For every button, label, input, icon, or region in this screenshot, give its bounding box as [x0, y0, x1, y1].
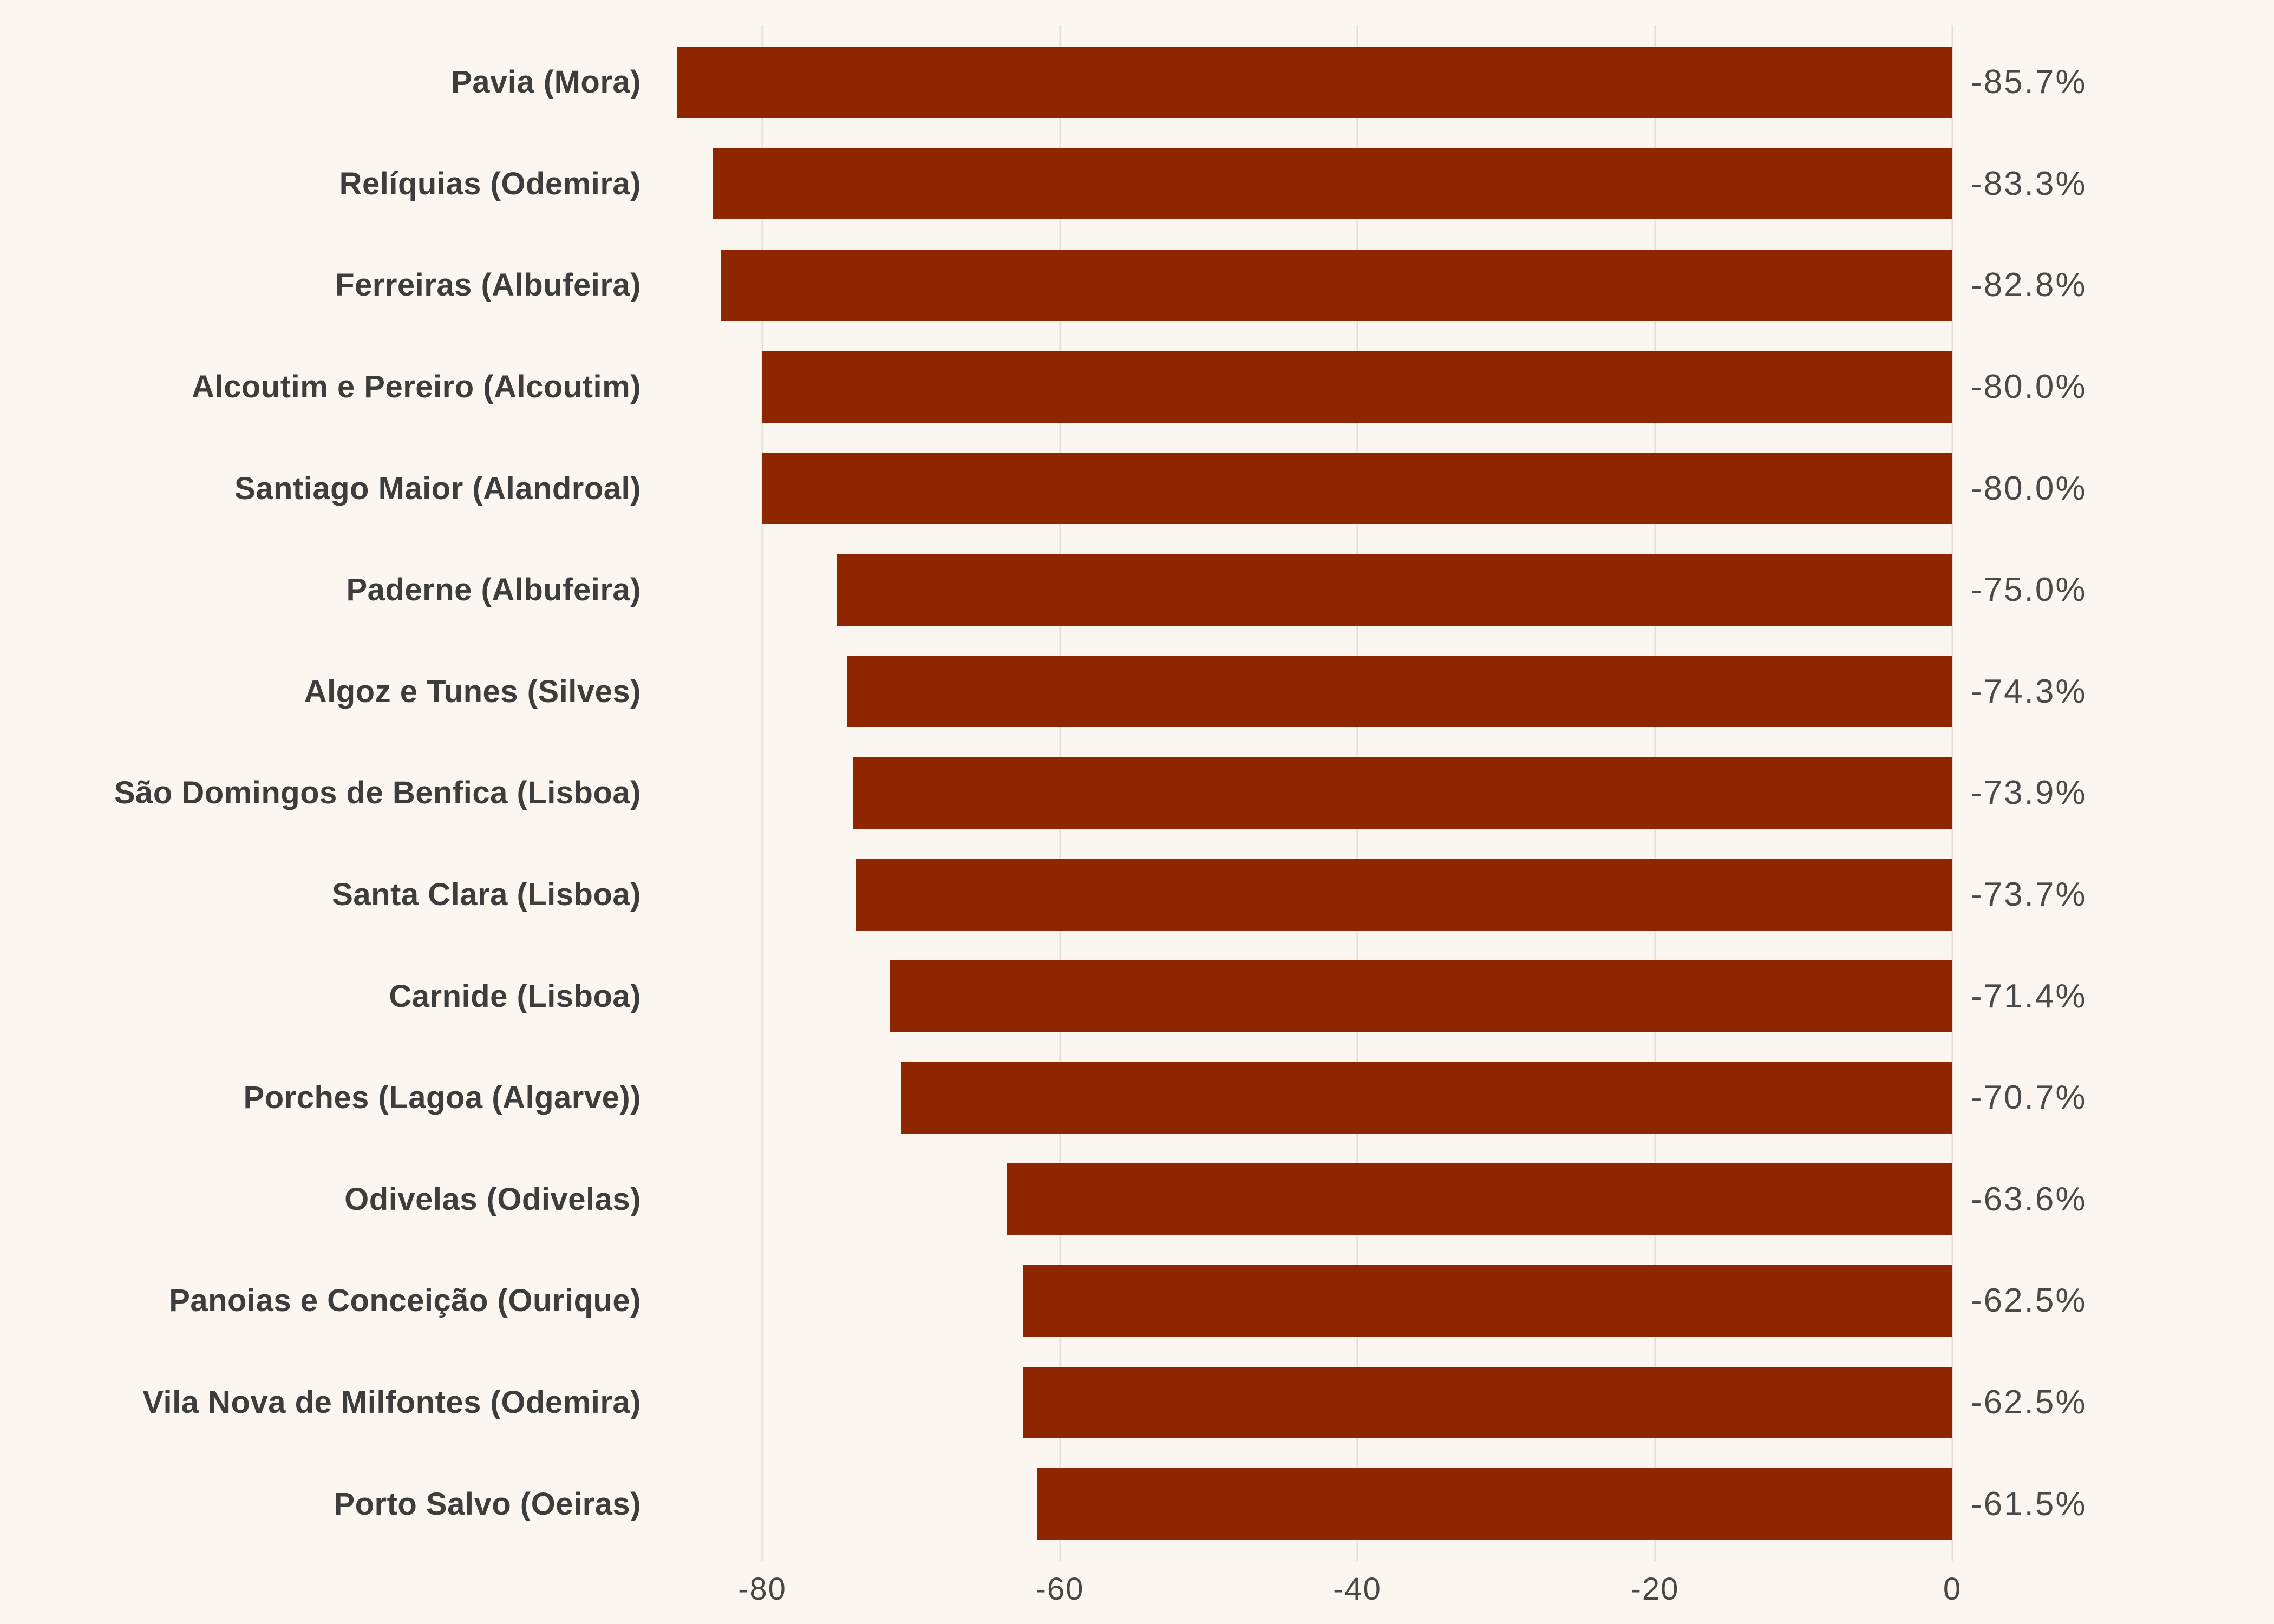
bar-track: [650, 234, 1952, 336]
chart-row: Odivelas (Odivelas) -63.6%: [0, 1149, 2274, 1250]
chart-row: Carnide (Lisboa) -71.4%: [0, 945, 2274, 1047]
x-tick-label: -40: [1333, 1571, 1382, 1607]
value-label: -74.3%: [1971, 672, 2087, 710]
bar-track: [650, 336, 1952, 438]
bar: [713, 148, 1952, 220]
bar: [1022, 1366, 1952, 1438]
bar: [1006, 1163, 1952, 1235]
value-label: -85.7%: [1971, 63, 2087, 101]
category-label: Algoz e Tunes (Silves): [304, 673, 641, 709]
bar-track: [650, 1047, 1952, 1149]
value-label: -75.0%: [1971, 571, 2087, 609]
bar: [890, 960, 1952, 1032]
chart-row: Alcoutim e Pereiro (Alcoutim) -80.0%: [0, 336, 2274, 438]
value-label: -80.0%: [1971, 368, 2087, 406]
category-label: Santa Clara (Lisboa): [332, 877, 641, 913]
bar: [847, 656, 1952, 728]
chart-row: Santiago Maior (Alandroal) -80.0%: [0, 437, 2274, 539]
category-label: Porches (Lagoa (Algarve)): [243, 1080, 641, 1116]
category-label: Panoias e Conceição (Ourique): [169, 1283, 641, 1319]
value-label: -80.0%: [1971, 469, 2087, 507]
chart-row: Panoias e Conceição (Ourique) -62.5%: [0, 1250, 2274, 1352]
gridline--80: [761, 25, 763, 1561]
chart-row: Algoz e Tunes (Silves) -74.3%: [0, 641, 2274, 743]
value-label: -62.5%: [1971, 1384, 2087, 1422]
value-label: -71.4%: [1971, 977, 2087, 1015]
category-label: Carnide (Lisboa): [389, 978, 641, 1014]
value-label: -82.8%: [1971, 266, 2087, 304]
chart-rows: Pavia (Mora) -85.7% Relíquias (Odemira) -83…: [0, 31, 2274, 1555]
bar-track: [650, 844, 1952, 946]
x-tick-label: -60: [1035, 1571, 1084, 1607]
bar-track: [650, 133, 1952, 235]
chart-row: Relíquias (Odemira) -83.3%: [0, 133, 2274, 235]
category-label: Ferreiras (Albufeira): [335, 267, 641, 303]
category-label: Santiago Maior (Alandroal): [234, 470, 641, 506]
bar-track: [650, 1250, 1952, 1352]
value-label: -61.5%: [1971, 1485, 2087, 1523]
bar-track: [650, 437, 1952, 539]
bar-track: [650, 1149, 1952, 1250]
chart-row: Paderne (Albufeira) -75.0%: [0, 539, 2274, 641]
bar-track: [650, 539, 1952, 641]
bar: [677, 46, 1952, 118]
chart-row: Pavia (Mora) -85.7%: [0, 31, 2274, 133]
chart-row: Vila Nova de Milfontes (Odemira) -62.5%: [0, 1352, 2274, 1453]
category-label: Porto Salvo (Oeiras): [334, 1486, 641, 1522]
category-label: Alcoutim e Pereiro (Alcoutim): [192, 369, 641, 405]
bar: [900, 1062, 1952, 1134]
bar: [1037, 1468, 1952, 1540]
bar-track: [650, 945, 1952, 1047]
bar-track: [650, 742, 1952, 844]
bar: [1022, 1265, 1952, 1337]
category-label: Relíquias (Odemira): [339, 166, 641, 201]
gridline-0: [1951, 25, 1953, 1561]
bar-track: [650, 641, 1952, 743]
value-label: -73.7%: [1971, 876, 2087, 914]
bar: [837, 554, 1952, 626]
bar-track: [650, 31, 1952, 133]
bar-track: [650, 1352, 1952, 1453]
x-tick-label: 0: [1943, 1571, 1962, 1607]
value-label: -62.5%: [1971, 1282, 2087, 1320]
value-label: -73.9%: [1971, 774, 2087, 812]
category-label: Odivelas (Odivelas): [344, 1181, 641, 1217]
chart-row: Porches (Lagoa (Algarve)) -70.7%: [0, 1047, 2274, 1149]
chart-row: Ferreiras (Albufeira) -82.8%: [0, 234, 2274, 336]
chart-row: São Domingos de Benfica (Lisboa) -73.9%: [0, 742, 2274, 844]
bar-track: [650, 1453, 1952, 1555]
category-label: Pavia (Mora): [451, 64, 641, 100]
category-label: São Domingos de Benfica (Lisboa): [114, 775, 641, 811]
bar: [762, 453, 1952, 525]
bar: [721, 249, 1952, 321]
chart-row: Santa Clara (Lisboa) -73.7%: [0, 844, 2274, 946]
category-label: Vila Nova de Milfontes (Odemira): [142, 1385, 641, 1420]
x-tick-label: -80: [738, 1571, 787, 1607]
bar: [853, 757, 1952, 829]
bar: [856, 859, 1952, 931]
value-label: -63.6%: [1971, 1180, 2087, 1218]
value-label: -83.3%: [1971, 165, 2087, 202]
x-tick-label: -20: [1630, 1571, 1680, 1607]
chart-row: Porto Salvo (Oeiras) -61.5%: [0, 1453, 2274, 1555]
bar: [762, 351, 1952, 423]
category-label: Paderne (Albufeira): [346, 572, 641, 608]
value-label: -70.7%: [1971, 1079, 2087, 1117]
